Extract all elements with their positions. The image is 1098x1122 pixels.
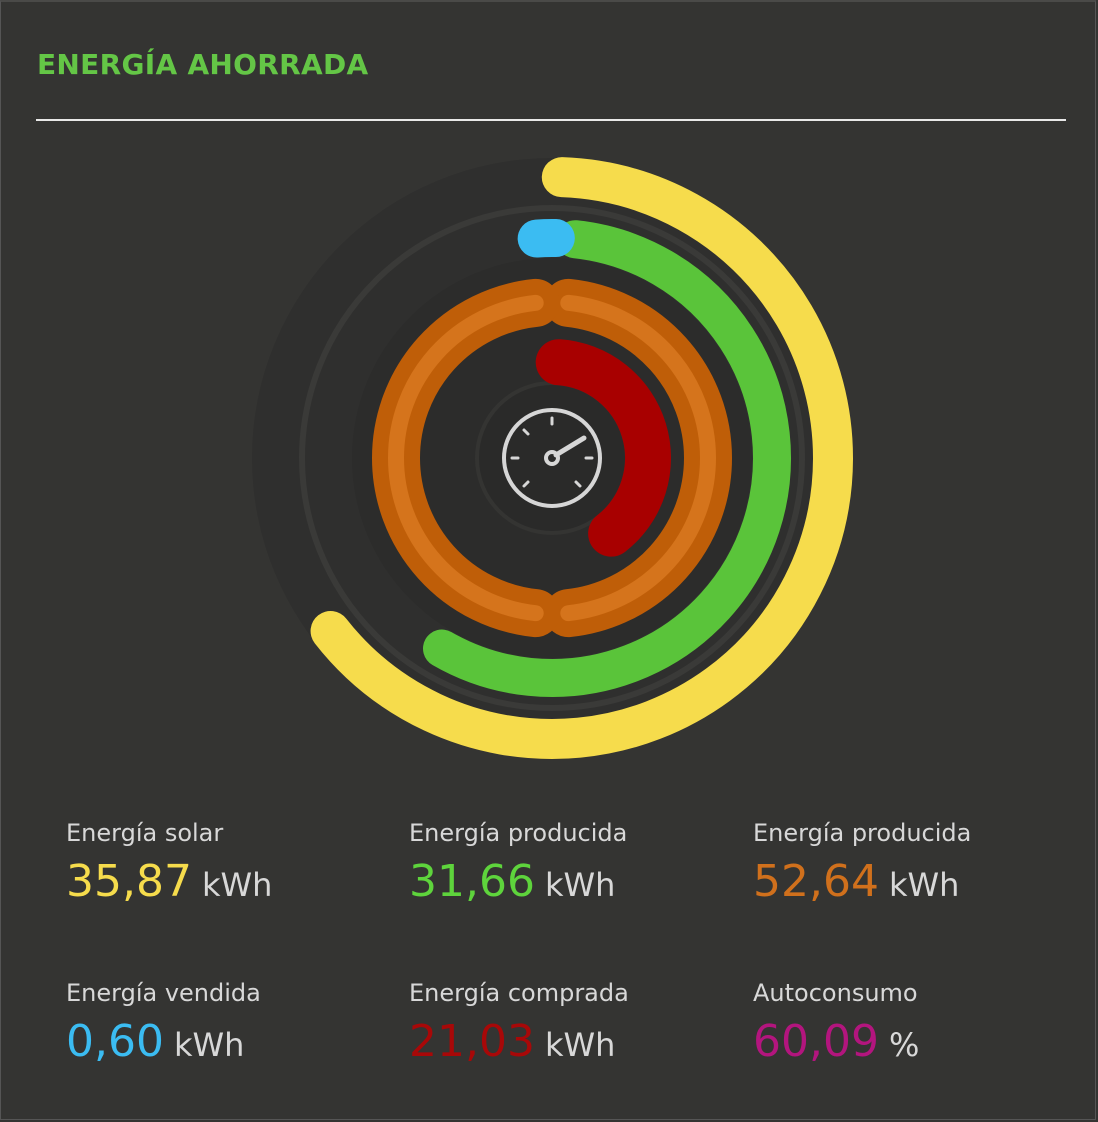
stat: Autoconsumo 60,09% — [753, 978, 1083, 1075]
produced-total-highlight — [560, 294, 716, 622]
stat: Energía comprada 21,03 kWh — [409, 978, 739, 1075]
energy-rings — [299, 157, 853, 759]
stat: Energía producida 31,66 kWh — [409, 818, 739, 915]
divider — [36, 119, 1066, 121]
stat-value: 60,09 — [753, 1016, 879, 1067]
gauge-ticks — [510, 416, 594, 488]
gauge-hub — [544, 450, 560, 466]
stat-value: 35,87 — [66, 856, 192, 907]
bought-arc — [535, 339, 671, 557]
panel-title: ENERGÍA AHORRADA — [37, 48, 369, 81]
produced-arc — [423, 220, 791, 697]
stat-unit: kWh — [544, 866, 616, 904]
stat-unit: kWh — [173, 1026, 245, 1064]
stat-label: Energía producida — [753, 819, 972, 847]
stat-label: Energía producida — [409, 819, 628, 847]
stat: Energía vendida 0,60 kWh — [66, 978, 396, 1075]
stat-unit: kWh — [888, 866, 960, 904]
stat-value: 31,66 — [409, 856, 535, 907]
stat: Energía producida 52,64 kWh — [753, 818, 1083, 915]
stat-label: Autoconsumo — [753, 979, 918, 1007]
stat-label: Energía comprada — [409, 979, 629, 1007]
solar-arc — [310, 157, 853, 759]
gauge-icon — [502, 408, 602, 508]
sold-arc — [517, 219, 575, 258]
stat-unit: kWh — [201, 866, 273, 904]
gauge-rim — [502, 408, 602, 508]
stat: Energía solar 35,87 kWh — [66, 818, 396, 915]
stat-label: Energía solar — [66, 819, 224, 847]
ring-track — [299, 205, 805, 711]
stat-value: 52,64 — [753, 856, 879, 907]
stat-value: 21,03 — [409, 1016, 535, 1067]
arcs — [310, 157, 853, 759]
stat-unit: % — [888, 1026, 920, 1064]
produced-total-highlight — [388, 294, 544, 622]
stat-unit: kWh — [544, 1026, 616, 1064]
stat-label: Energía vendida — [66, 979, 261, 1007]
gauge-needle — [553, 435, 587, 458]
stat-value: 0,60 — [66, 1016, 164, 1067]
